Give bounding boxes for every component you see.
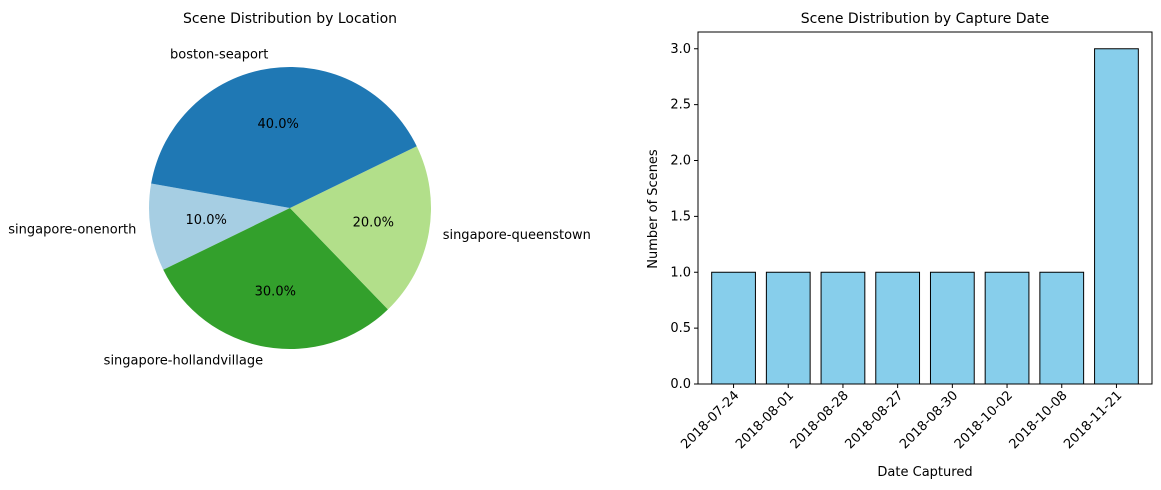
pie-pct-label-singapore-queenstown: 20.0% [353,216,394,231]
y-tick-label: 0.5 [670,321,691,336]
pie-slice-singapore-hollandvillage [163,208,388,350]
pie-slice-singapore-onenorth [148,183,290,270]
pie-slices [148,66,432,350]
pie-label-singapore-onenorth: singapore-onenorth [8,223,136,238]
x-axis-label: Date Captured [877,465,972,480]
x-tick-label: 2018-11-21 [1061,388,1125,452]
bar-2018-10-08 [1039,271,1085,385]
y-tick-label: 1.5 [670,209,691,224]
bar-2018-08-30 [929,271,975,385]
bar-2018-07-24 [711,271,756,385]
y-tick-label: 0.0 [670,377,691,392]
pie-label-singapore-queenstown: singapore-queenstown [443,228,591,243]
pie-pct-label-singapore-hollandvillage: 30.0% [255,284,296,299]
pie-chart-title: Scene Distribution by Location [183,11,397,27]
bar-2018-11-21 [1094,48,1139,385]
pie-label-singapore-hollandvillage: singapore-hollandvillage [104,354,263,369]
plot-frame [697,31,1153,385]
pie-slice-boston-seaport [151,66,417,208]
pie-label-boston-seaport: boston-seaport [170,47,268,62]
bar-chart-title: Scene Distribution by Capture Date [801,11,1049,27]
y-axis-label: Number of Scenes [646,149,661,269]
pie-pct-label-singapore-onenorth: 10.0% [186,213,227,228]
bar-2018-08-28 [820,271,866,385]
bar-axes: 0.00.51.01.52.02.53.02018-07-242018-08-0… [670,31,1153,452]
pie-slice-singapore-queenstown [290,146,432,310]
y-tick-label: 1.0 [670,265,691,280]
bar-series [711,48,1139,385]
bar-chart: Scene Distribution by Capture Date 0.0 0.… [646,11,1153,480]
bar-2018-08-27 [875,271,921,385]
pie-pct-label-boston-seaport: 40.0% [258,117,299,132]
pie-chart: Scene Distribution by Location singapore… [8,11,591,369]
bar-2018-10-02 [984,271,1030,385]
y-tick-label: 2.5 [670,98,691,113]
y-tick-label: 2.0 [670,154,691,169]
y-tick-label: 3.0 [670,42,691,57]
bar-2018-08-01 [765,271,811,385]
pie-labels: singapore-onenorth 10.0% singapore-holland… [8,47,591,368]
